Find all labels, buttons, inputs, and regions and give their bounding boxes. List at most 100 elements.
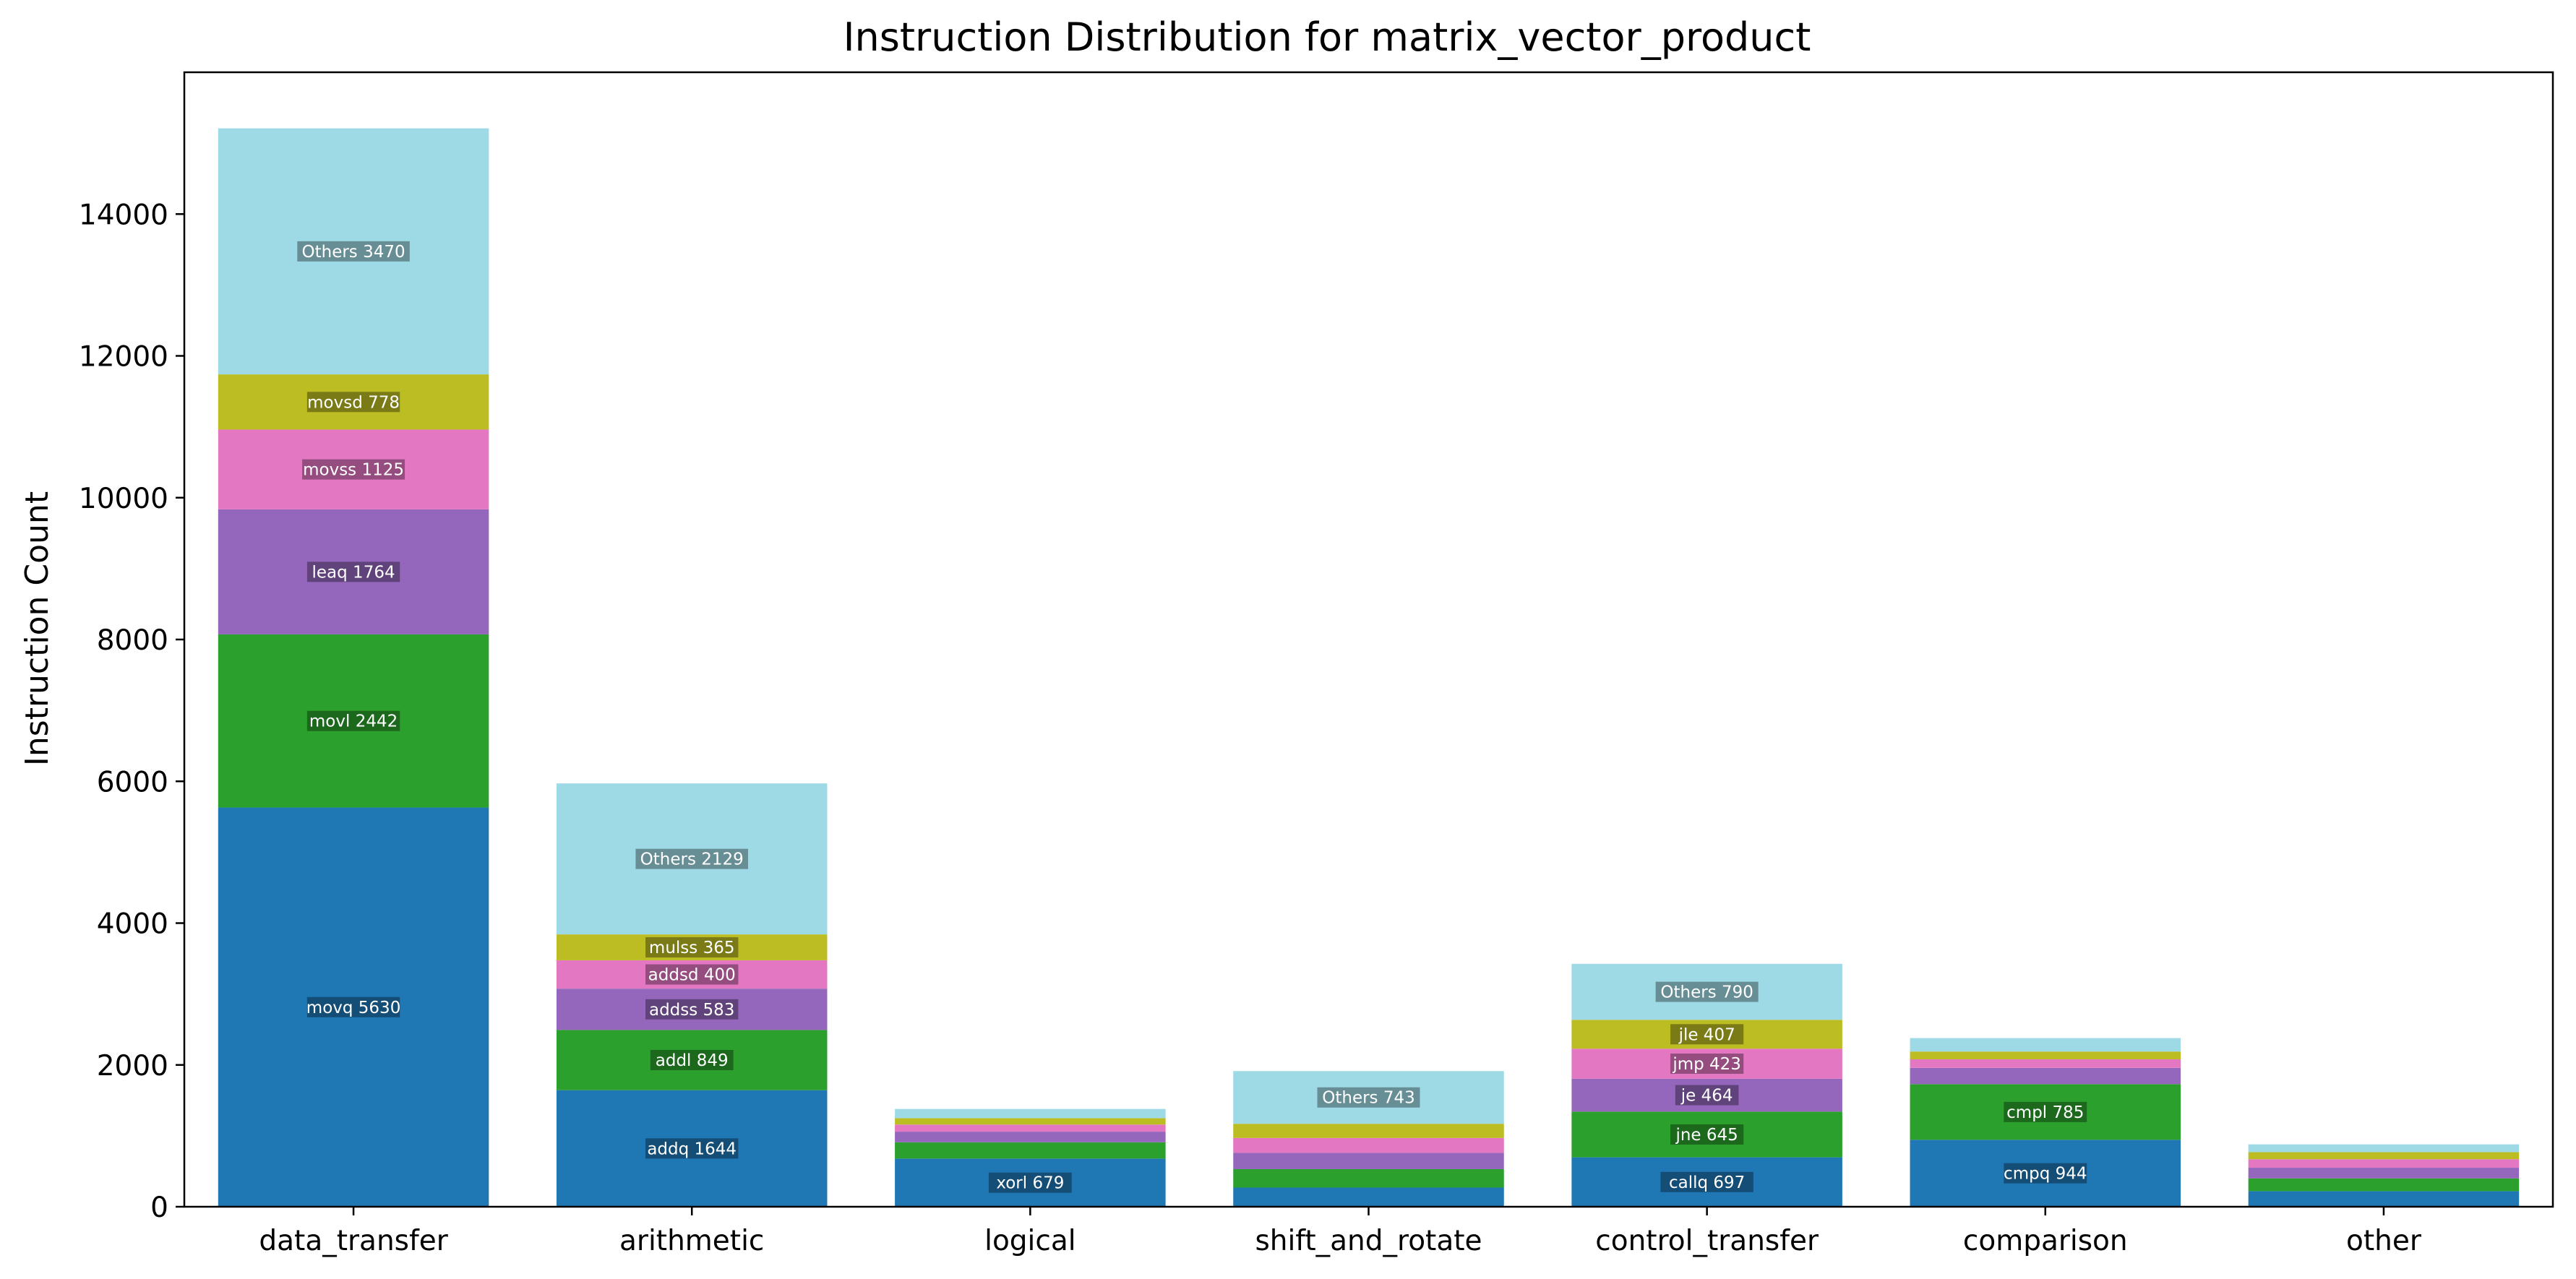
y-tick-label: 12000	[79, 341, 168, 374]
segment-label: xorl 679	[996, 1174, 1064, 1193]
bar-segment	[1233, 1137, 1504, 1153]
segment-label-background	[306, 996, 400, 1017]
segment-label-background	[306, 710, 400, 731]
segment-label-background	[1670, 1024, 1744, 1045]
x-tick-label: other	[2346, 1225, 2422, 1257]
segment-label: jmp 423	[1672, 1055, 1741, 1074]
bar-segment	[895, 1142, 1166, 1159]
x-tick-label: logical	[984, 1225, 1076, 1257]
bar-segment	[1571, 1048, 1842, 1079]
segment-label: Others 790	[1660, 983, 1753, 1002]
x-axis-ticks: data_transfer arithmetic logical shift_and_…	[259, 1207, 2422, 1257]
bar-segment	[1571, 1020, 1842, 1049]
segment-label: cmpl 785	[2006, 1103, 2084, 1122]
segment-label: cmpq 944	[2004, 1165, 2087, 1184]
bar-segment	[1571, 1157, 1842, 1207]
bar-segment	[1233, 1168, 1504, 1188]
bar-segment	[556, 1090, 828, 1207]
segment-label: movl 2442	[309, 712, 398, 731]
segment-label-background	[1670, 1054, 1744, 1075]
y-tick-label: 4000	[97, 908, 168, 941]
segment-label-background	[297, 241, 410, 262]
segment-label-background	[2004, 1163, 2087, 1184]
bar-segment	[1910, 1140, 2181, 1207]
segment-label-background	[306, 561, 400, 582]
segment-label-background	[2004, 1101, 2087, 1122]
bar-segment	[895, 1118, 1166, 1125]
y-tick-label: 14000	[79, 199, 168, 231]
bar-segment	[218, 807, 489, 1207]
segment-label: Others 743	[1322, 1089, 1415, 1108]
bar-segment	[218, 128, 489, 375]
bar-segment	[1571, 1111, 1842, 1158]
segment-label: movss 1125	[303, 461, 404, 480]
segment-label-background	[645, 999, 739, 1020]
x-tick-label: shift_and_rotate	[1255, 1225, 1482, 1257]
bar-segment	[556, 960, 828, 989]
bar-segment	[2248, 1191, 2520, 1207]
segment-label: addss 583	[649, 1001, 734, 1020]
bar-segment	[2248, 1178, 2520, 1192]
segment-label: addq 1644	[647, 1140, 737, 1158]
bar-segment	[1233, 1071, 1504, 1124]
bars-group: movq 5630 movl 2442 leaq 1764 movss 1125 mov…	[218, 128, 2520, 1207]
segment-label: jne 645	[1675, 1126, 1738, 1145]
bar-segment	[556, 989, 828, 1030]
bar-segment	[556, 934, 828, 960]
bar-segment	[1233, 1124, 1504, 1138]
x-tick-label: comparison	[1963, 1225, 2128, 1257]
segment-label: mulss 365	[649, 939, 735, 957]
segment-label: je 464	[1680, 1087, 1733, 1106]
segment-label: addsd 400	[648, 966, 736, 985]
bar-segment	[895, 1124, 1166, 1132]
segment-label-background	[650, 1050, 734, 1071]
x-tick-label: arithmetic	[619, 1225, 764, 1257]
bar-segment	[1910, 1059, 2181, 1068]
bar-segment	[218, 509, 489, 634]
bar-segment	[2248, 1159, 2520, 1168]
segment-label: movsd 778	[307, 393, 400, 412]
segment-label: leaq 1764	[312, 563, 395, 582]
segment-label-background	[988, 1172, 1072, 1193]
bar-segment	[556, 1030, 828, 1090]
bar-segment	[1910, 1051, 2181, 1059]
bar-segment	[1233, 1153, 1504, 1169]
segment-label-background	[645, 1138, 739, 1159]
segment-label-background	[1660, 1171, 1753, 1192]
bar-segment	[2248, 1144, 2520, 1153]
segment-label: movq 5630	[306, 999, 401, 1017]
chart-title: Instruction Distribution for matrix_vect…	[843, 14, 1811, 60]
segment-label-background	[645, 937, 739, 958]
y-tick-label: 0	[150, 1192, 168, 1224]
bar-segment	[1910, 1038, 2181, 1052]
segment-label: Others 3470	[302, 243, 405, 262]
bar-segment	[1571, 1078, 1842, 1112]
y-tick-label: 8000	[97, 624, 168, 657]
segment-label-background	[302, 459, 405, 480]
bar-segment	[218, 429, 489, 509]
y-axis-ticks: 0 2000 4000 6000 8000 10000 12000 14000	[79, 199, 184, 1224]
y-tick-label: 2000	[97, 1050, 168, 1082]
bar-segment	[1910, 1067, 2181, 1085]
y-axis-label: Instruction Count	[19, 491, 56, 766]
bar-segment	[2248, 1152, 2520, 1160]
segment-label-background	[306, 392, 400, 413]
segment-label-background	[1655, 981, 1759, 1002]
segment-label: jle 407	[1678, 1025, 1735, 1044]
segment-label: addl 849	[656, 1051, 729, 1070]
segment-label-background	[635, 848, 749, 869]
bar-segment	[218, 374, 489, 430]
segment-label-background	[1317, 1087, 1420, 1108]
segment-label-background	[1675, 1085, 1739, 1106]
segment-label: callq 697	[1669, 1174, 1745, 1192]
segment-label-background	[645, 964, 739, 985]
segment-label: Others 2129	[640, 850, 744, 869]
y-tick-label: 6000	[97, 766, 168, 798]
bar-segment	[895, 1132, 1166, 1142]
bar-segment	[218, 634, 489, 808]
plot-frame	[183, 71, 2554, 1208]
bar-segment	[1910, 1084, 2181, 1140]
x-tick-label: data_transfer	[259, 1225, 448, 1257]
bar-segment	[895, 1158, 1166, 1207]
